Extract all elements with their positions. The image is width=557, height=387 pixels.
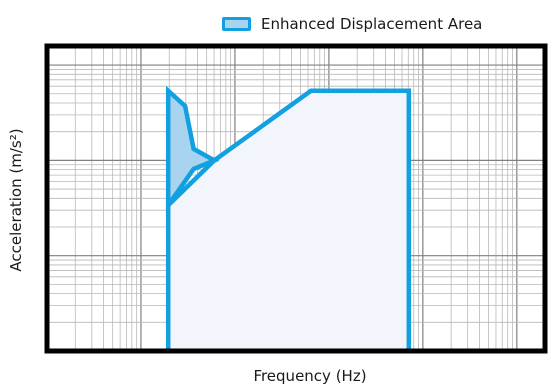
enhanced-displacement-area xyxy=(165,85,220,213)
legend: Enhanced Displacement Area xyxy=(222,13,482,35)
x-axis-label: Frequency (Hz) xyxy=(253,367,367,385)
legend-swatch xyxy=(222,17,251,31)
y-axis-label: Acceleration (m/s²) xyxy=(7,128,25,272)
plot-border xyxy=(44,43,548,354)
legend-label: Enhanced Displacement Area xyxy=(261,15,483,33)
series-layer xyxy=(165,85,412,354)
